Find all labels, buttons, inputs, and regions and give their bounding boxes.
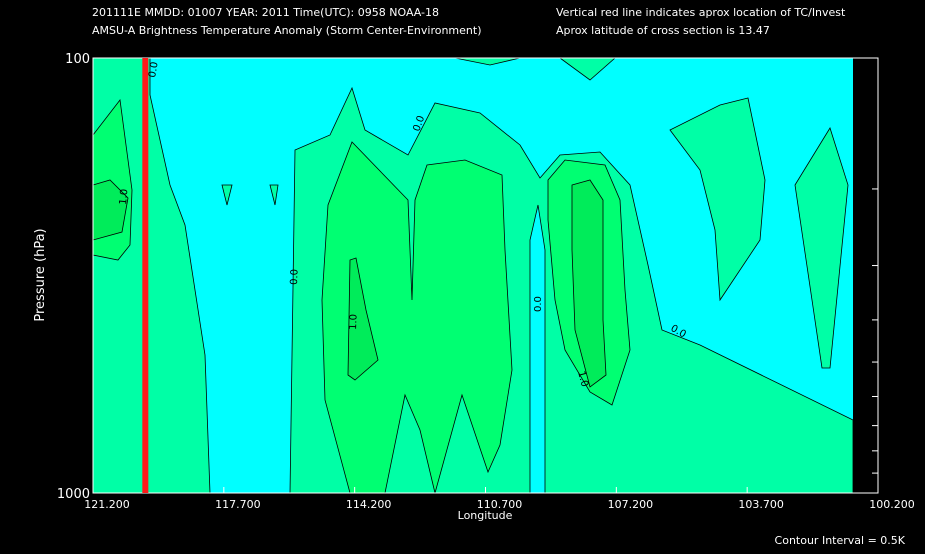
y-tick-label: 1000 xyxy=(57,487,90,502)
x-axis-label: Longitude xyxy=(458,509,513,522)
x-tick-label: 107.200 xyxy=(608,498,654,511)
header-left: AMSU-A Brightness Temperature Anomaly (S… xyxy=(92,24,482,37)
contour-label: 1.0 xyxy=(118,188,130,205)
x-tick-label: 121.200 xyxy=(84,498,130,511)
contour-gap xyxy=(529,204,546,494)
contour-region xyxy=(794,127,849,369)
x-tick-label: 100.200 xyxy=(869,498,915,511)
x-tick-label: 103.700 xyxy=(738,498,784,511)
header-right: Vertical red line indicates aprox locati… xyxy=(556,6,846,19)
x-tick-label: 117.700 xyxy=(215,498,261,511)
y-tick-label: 100 xyxy=(65,52,90,67)
contour-region xyxy=(269,184,279,206)
footnote: Contour Interval = 0.5K xyxy=(775,534,906,547)
y-axis-label: Pressure (hPa) xyxy=(33,228,48,321)
contour-label: 0.0 xyxy=(289,269,301,285)
x-tick-label: 114.200 xyxy=(346,498,392,511)
contour-region xyxy=(221,184,233,206)
contour-region xyxy=(321,141,513,494)
contour-region xyxy=(571,179,607,388)
contour-region xyxy=(347,257,379,381)
no-data xyxy=(853,58,878,493)
contour-label: 1.0 xyxy=(575,370,590,388)
contour-region xyxy=(669,97,766,302)
contour-label: 0.0 xyxy=(147,61,161,79)
contour-label: 1.0 xyxy=(348,314,360,330)
header-right: Aprox latitude of cross section is 13.47 xyxy=(556,24,770,37)
header-left: 201111E MMDD: 01007 YEAR: 2011 Time(UTC)… xyxy=(92,6,439,19)
contour-label: 0.0 xyxy=(533,296,544,312)
x-tick-label: 110.700 xyxy=(477,498,523,511)
contour-label: 0.0 xyxy=(411,114,427,133)
